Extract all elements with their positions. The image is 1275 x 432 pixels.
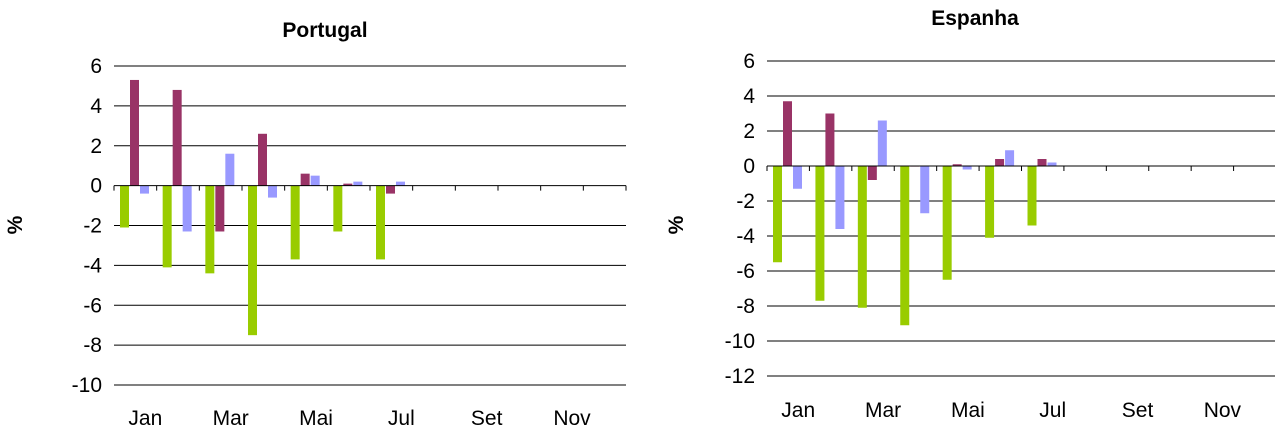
maroon-bar xyxy=(995,159,1005,166)
x-tick-label: Mar xyxy=(213,407,249,430)
green-bar xyxy=(900,166,910,326)
x-tick-label: Mar xyxy=(865,399,901,422)
y-tick-label: 0 xyxy=(90,175,102,198)
lavender-bar xyxy=(1005,150,1015,166)
x-tick-label: Nov xyxy=(1204,399,1242,422)
x-tick-labels: Jan Mar Mai Jul Set Nov xyxy=(781,399,1241,422)
green-bar xyxy=(815,166,825,301)
x-tick-label: Jan xyxy=(781,399,815,422)
lavender-bar xyxy=(920,166,930,214)
maroon-bar xyxy=(215,185,225,232)
lavender-bar xyxy=(962,166,972,170)
gridlines xyxy=(767,60,1275,377)
maroon-bar xyxy=(783,101,792,166)
lavender-bar xyxy=(268,185,277,198)
chart-title: Portugal xyxy=(282,19,367,42)
green-bar xyxy=(162,185,172,268)
y-tick-label: -10 xyxy=(72,374,102,397)
lavender-bar xyxy=(396,181,405,186)
y-tick-label: -10 xyxy=(725,330,755,353)
green-bar xyxy=(205,185,215,274)
y-tick-label: -2 xyxy=(83,215,102,238)
y-tick-label: 2 xyxy=(90,135,102,158)
green-bar xyxy=(120,185,129,228)
green-bar xyxy=(773,166,782,263)
maroon-bar xyxy=(386,185,395,194)
y-axis-label: % xyxy=(4,215,27,234)
maroon-bar xyxy=(258,133,267,186)
green-bar xyxy=(1027,166,1037,226)
green-bar xyxy=(376,185,385,260)
x-tick-label: Jul xyxy=(388,407,415,430)
green-bar xyxy=(942,166,952,280)
y-tick-label: -12 xyxy=(725,365,755,388)
lavender-bar xyxy=(877,120,887,166)
y-tick-label: 4 xyxy=(90,95,102,118)
bars xyxy=(120,79,405,336)
y-tick-labels: -12 -10 -8 -6 -4 -2 0 2 4 6 xyxy=(725,50,756,388)
y-tick-labels: -10 -8 -6 -4 -2 0 2 4 6 xyxy=(72,55,103,397)
lavender-bar xyxy=(182,185,192,232)
y-tick-label: 6 xyxy=(90,55,102,78)
chart-title: Espanha xyxy=(931,7,1019,30)
bars xyxy=(773,101,1057,326)
y-tick-label: -4 xyxy=(83,254,102,277)
y-tick-label: 0 xyxy=(743,155,755,178)
x-tick-label: Nov xyxy=(553,407,591,430)
x-tick-labels: Jan Mar Mai Jul Set Nov xyxy=(128,407,591,430)
gridlines xyxy=(114,65,626,386)
x-tick-label: Mai xyxy=(299,407,333,430)
x-axis xyxy=(766,165,1275,171)
y-tick-label: 6 xyxy=(743,50,755,73)
maroon-bar xyxy=(300,173,310,186)
maroon-bar xyxy=(1037,159,1047,166)
lavender-bar xyxy=(793,166,802,189)
y-tick-label: -8 xyxy=(736,295,755,318)
green-bar xyxy=(333,185,343,232)
lavender-bar xyxy=(140,185,149,194)
y-tick-label: 4 xyxy=(743,85,755,108)
lavender-bar xyxy=(310,175,320,186)
lavender-bar xyxy=(1047,162,1057,166)
maroon-bar xyxy=(130,79,139,186)
maroon-bar xyxy=(952,164,962,166)
x-tick-label: Jul xyxy=(1039,399,1066,422)
y-tick-label: -8 xyxy=(83,334,102,357)
green-bar xyxy=(248,185,257,336)
green-bar xyxy=(290,185,300,260)
y-axis-label: % xyxy=(665,215,688,234)
maroon-bar xyxy=(172,89,182,186)
y-tick-label: -6 xyxy=(83,294,102,317)
x-tick-label: Jan xyxy=(128,407,162,430)
y-tick-label: -4 xyxy=(736,225,755,248)
y-tick-label: -6 xyxy=(736,260,755,283)
green-bar xyxy=(985,166,995,238)
x-tick-label: Set xyxy=(471,407,503,430)
green-bar xyxy=(857,166,867,308)
x-tick-label: Set xyxy=(1122,399,1154,422)
x-axis xyxy=(113,185,627,191)
espanha-chart: Espanha % -12 -10 -8 -6 -4 -2 0 2 4 6 Jan Mar Mai Ju… xyxy=(665,7,1275,422)
maroon-bar xyxy=(825,113,835,166)
x-tick-label: Mai xyxy=(951,399,985,422)
lavender-bar xyxy=(353,181,363,186)
portugal-chart: Portugal % -10 -8 -6 -4 -2 0 2 4 6 Jan Mar Mai Jul S… xyxy=(4,19,627,430)
lavender-bar xyxy=(835,166,845,229)
maroon-bar xyxy=(343,183,353,186)
maroon-bar xyxy=(867,166,877,180)
lavender-bar xyxy=(225,153,235,186)
y-tick-label: -2 xyxy=(736,190,755,213)
y-tick-label: 2 xyxy=(743,120,755,143)
